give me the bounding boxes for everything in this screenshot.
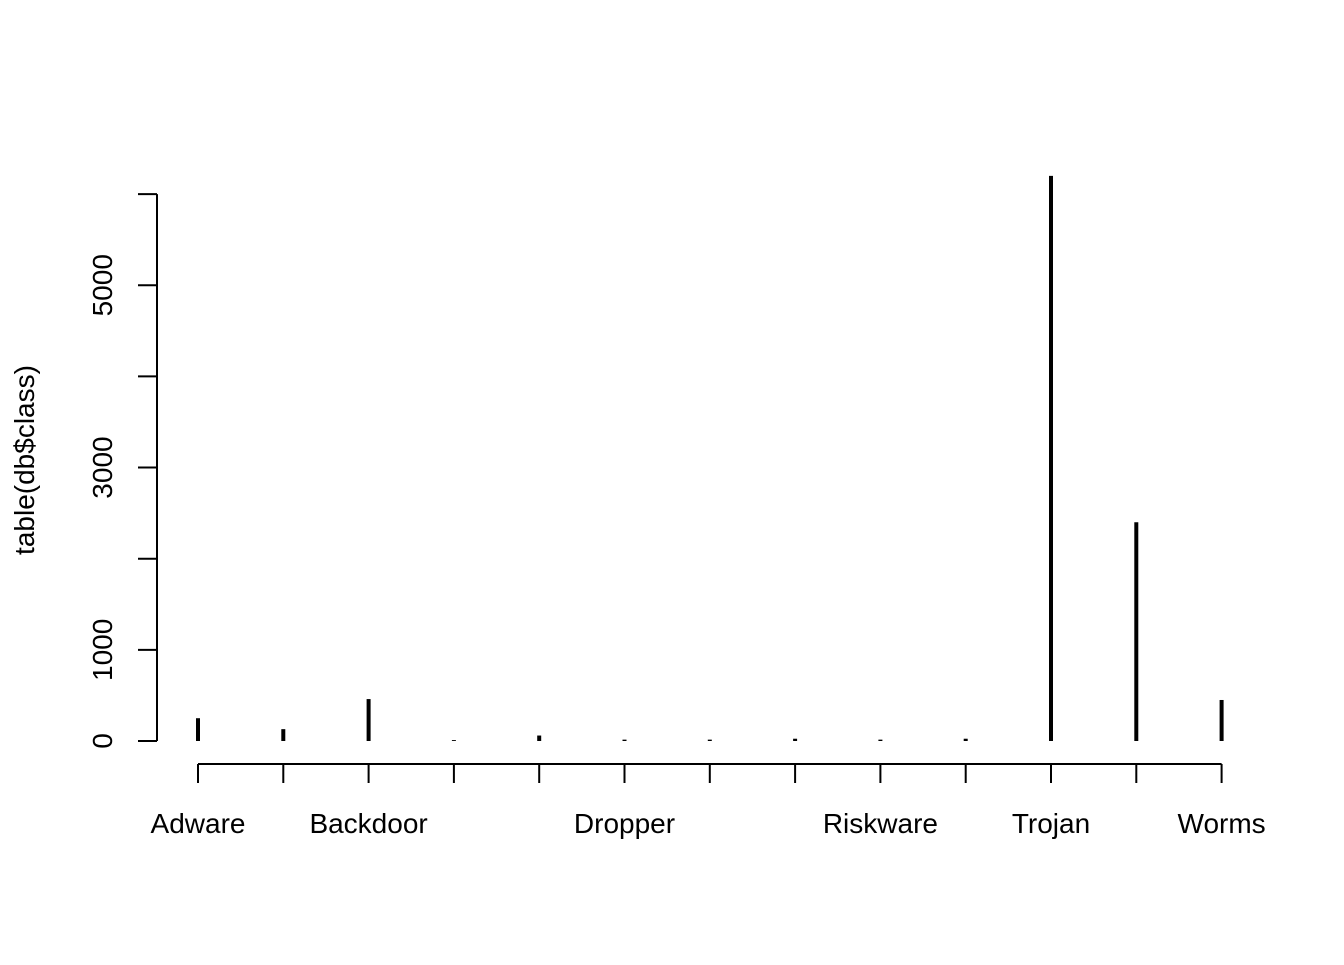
y-tick-label: 5000 — [87, 254, 118, 316]
x-tick-label: Trojan — [1012, 808, 1090, 839]
x-tick-label: Dropper — [574, 808, 675, 839]
x-tick-label: Adware — [151, 808, 246, 839]
y-tick-label: 3000 — [87, 436, 118, 498]
x-axis: Adware Backdoor Dropper Riskware Trojan Worms — [151, 763, 1266, 839]
x-tick-label: Worms — [1178, 808, 1266, 839]
y-tick-label: 1000 — [87, 619, 118, 681]
y-axis: 0 1000 3000 5000 — [87, 193, 158, 749]
x-tick-label: Backdoor — [309, 808, 427, 839]
x-tick-label: Riskware — [823, 808, 938, 839]
y-axis-label: table(db$class) — [9, 365, 40, 555]
y-tick-label: 0 — [87, 733, 118, 749]
bars — [196, 175, 1224, 741]
